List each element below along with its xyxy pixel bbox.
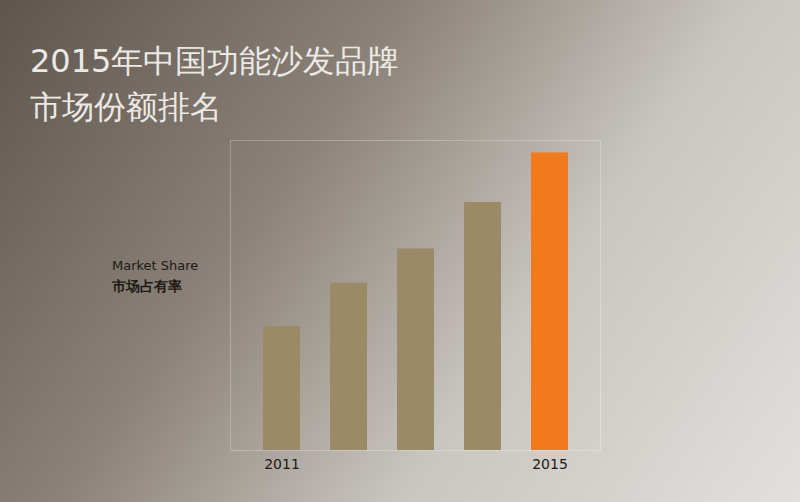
html-text:2015年中国功能沙发品牌 市场份额排名: 2015年中国功能沙发品牌 市场份额排名 <box>30 42 400 126</box>
html-text:Market Share: Market Share <box>112 258 199 273</box>
html-text:市场占有率: 市场占有率 <box>112 278 182 294</box>
svg-text:2011: 2011 <box>264 456 300 472</box>
svg-text:2015: 2015 <box>532 456 568 472</box>
